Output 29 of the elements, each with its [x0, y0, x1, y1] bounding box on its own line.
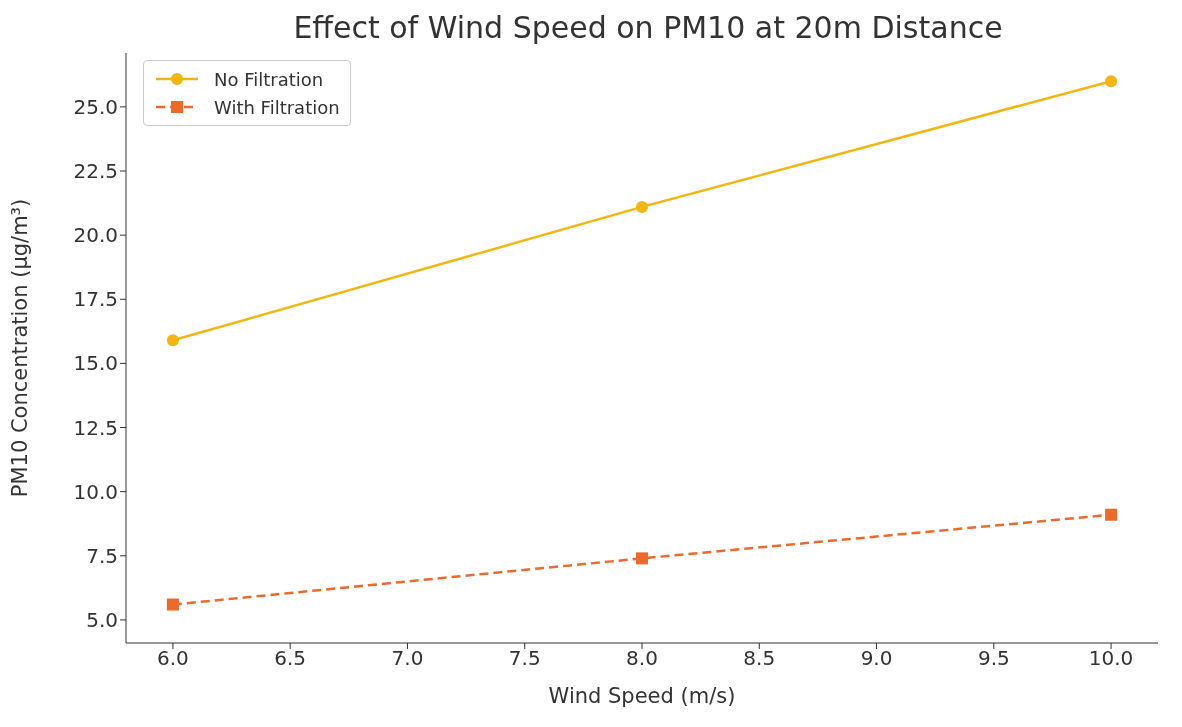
point	[1105, 75, 1118, 88]
point	[166, 598, 179, 611]
legend-label: With Filtration	[214, 96, 340, 118]
x-tick-label: 7.0	[391, 646, 424, 671]
y-tick-label: 22.5	[73, 159, 118, 184]
y-tick-label: 7.5	[86, 543, 118, 568]
point	[636, 552, 648, 565]
point	[166, 334, 179, 347]
legend-label: No Filtration	[214, 68, 324, 90]
point	[636, 200, 648, 213]
x-tick-label: 9.5	[977, 646, 1010, 671]
y-tick-label: 12.5	[73, 415, 118, 440]
point	[1105, 508, 1118, 521]
y-tick-label: 20.0	[73, 223, 118, 248]
x-tick-label: 10.0	[1088, 646, 1134, 671]
y-tick-label: 10.0	[73, 479, 118, 504]
x-tick-label: 7.5	[508, 646, 541, 671]
x-tick-label: 6.5	[274, 646, 307, 671]
x-tick-label: 9.0	[860, 646, 893, 671]
x-tick-label: 6.0	[157, 646, 189, 671]
y-tick-label: 5.0	[86, 608, 118, 633]
x-axis-title: Wind Speed (m/s)	[548, 684, 736, 708]
x-tick-label: 8.0	[626, 646, 658, 671]
y-axis-title: PM10 Concentration (µg/m³)	[8, 198, 33, 498]
y-tick-label: 15.0	[73, 351, 118, 376]
chart-title: Effect of Wind Speed on PM10 at 20m Distance	[292, 9, 1004, 47]
x-tick-label: 8.5	[743, 646, 776, 671]
y-tick-label: 25.0	[73, 94, 118, 119]
y-tick-label: 17.5	[73, 287, 118, 312]
